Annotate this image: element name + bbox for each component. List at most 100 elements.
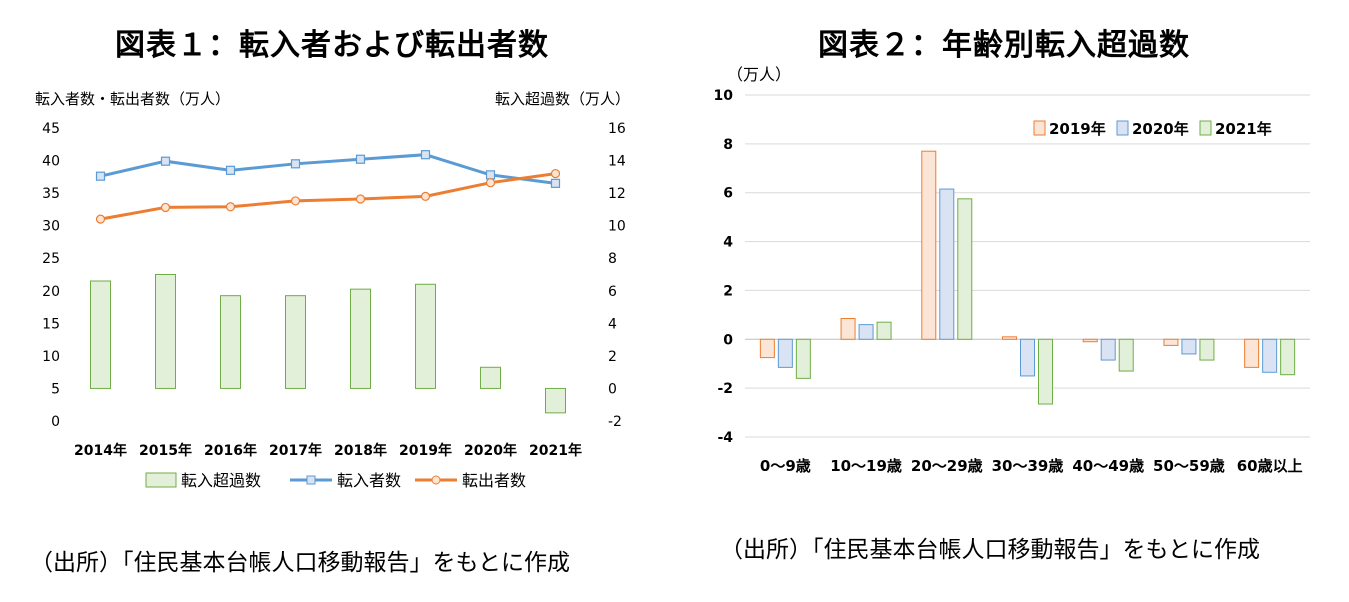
- chart1-left-tick-label: 15: [42, 316, 60, 332]
- chart2-bar-2019: [840, 318, 856, 340]
- chart1-point-in-migrants: [160, 156, 171, 166]
- chart2-bar-2020: [858, 324, 874, 340]
- chart1-category-label: 2015年: [139, 442, 192, 459]
- chart2-category-label: 50～59歳: [1153, 457, 1225, 475]
- chart1-point-in-migrants: [420, 150, 431, 160]
- chart1-point-in-migrants: [485, 170, 496, 180]
- chart2-tick-label: -2: [717, 381, 733, 397]
- chart2-source-note: （出所）「住民基本台帳人口移動報告」をもとに作成: [720, 537, 1261, 563]
- chart1-point-out-migrants: [420, 191, 431, 201]
- chart1-left-tick-label: 10: [42, 349, 60, 365]
- chart1-point-in-migrants: [95, 171, 106, 181]
- chart2-bar-2019: [1082, 338, 1098, 343]
- chart1-right-tick-label: 12: [608, 186, 626, 202]
- chart2-tick-label: 4: [723, 235, 733, 251]
- chart1-left-axis-title: 転入者数・転出者数（万人）: [35, 90, 230, 108]
- chart2-legend-label: 2021年: [1215, 120, 1272, 138]
- chart2-bar-2019: [1244, 338, 1260, 368]
- chart2-bar-2020: [1262, 338, 1278, 373]
- chart2-category-label: 40～49歳: [1072, 457, 1144, 475]
- chart2-tick-label: 0: [723, 332, 733, 348]
- chart2-bar-2019: [921, 150, 937, 340]
- chart2-bar-2020: [777, 338, 793, 368]
- chart1-category-label: 2017年: [269, 442, 322, 459]
- chart1-line-out-migrants: [100, 172, 556, 221]
- chart2-legend-swatch: [1033, 120, 1046, 136]
- chart2-category-label: 60歳以上: [1237, 457, 1303, 475]
- chart1-source-note: （出所）「住民基本台帳人口移動報告」をもとに作成: [30, 550, 571, 576]
- chart2-bar-2021: [1199, 338, 1215, 361]
- chart1-legend-marker-out-migrants: [431, 475, 441, 485]
- chart1-bar-net-inflow: [90, 280, 111, 389]
- chart2-bar-2019: [1163, 338, 1179, 346]
- chart1-category-label: 2014年: [74, 442, 127, 459]
- chart1-point-out-migrants: [550, 168, 561, 179]
- chart1-right-axis-title: 転入超過数（万人）: [495, 90, 630, 108]
- chart2-bar-2020: [1020, 338, 1035, 377]
- chart1-legend-marker-in-migrants: [306, 475, 316, 485]
- chart1-legend-label: 転入者数: [337, 471, 401, 490]
- chart2-legend-swatch: [1199, 120, 1212, 136]
- chart1-bar-net-inflow: [285, 295, 306, 389]
- chart1-right-tick-label: 6: [608, 284, 617, 300]
- chart1-category-label: 2016年: [204, 442, 257, 459]
- chart2-bar-2021: [957, 198, 973, 340]
- chart2-bar-2021: [1280, 338, 1296, 376]
- chart2-bar-2020: [1181, 338, 1197, 355]
- chart2-category-label: 20～29歳: [911, 457, 983, 475]
- chart1-category-label: 2019年: [399, 442, 452, 459]
- chart2-category-label: 10～19歳: [830, 457, 902, 475]
- chart1-right-tick-label: 16: [608, 121, 626, 137]
- chart2-tick-label: 6: [723, 186, 733, 202]
- chart1-right-tick-label: 0: [608, 381, 617, 397]
- chart2-tick-label: 10: [714, 88, 734, 104]
- chart1-legend-swatch-net-inflow: [145, 472, 177, 488]
- chart1-right-tick-label: 8: [608, 251, 617, 267]
- chart1-left-tick-label: 0: [51, 414, 60, 430]
- chart2-category-label: 30～39歳: [992, 457, 1064, 475]
- chart1-right-tick-label: -2: [608, 414, 622, 430]
- chart1-left-tick-label: 30: [42, 219, 60, 235]
- chart2-bar-2021: [795, 338, 811, 379]
- chart1-bar-net-inflow: [415, 283, 436, 389]
- chart2-tick-label: -4: [717, 430, 733, 446]
- chart1-bar-net-inflow: [480, 366, 501, 389]
- chart2-bar-2021: [876, 321, 892, 340]
- chart1-point-in-migrants: [290, 159, 301, 169]
- chart2-bar-2021: [1038, 338, 1053, 405]
- chart1-right-tick-label: 10: [608, 219, 626, 235]
- chart1-point-in-migrants: [355, 154, 366, 164]
- chart1-left-tick-label: 45: [42, 121, 60, 137]
- chart1-category-label: 2020年: [464, 442, 517, 459]
- chart1-right-tick-label: 4: [608, 316, 617, 332]
- chart1-bar-net-inflow: [545, 387, 566, 414]
- chart2-legend-label: 2019年: [1049, 120, 1106, 138]
- chart2-bar-2019: [1002, 336, 1017, 340]
- chart2-tick-label: 8: [723, 137, 733, 153]
- chart1-left-tick-label: 5: [51, 381, 60, 397]
- chart2-bar-2020: [939, 188, 955, 340]
- chart1-line-in-migrants: [100, 153, 556, 185]
- chart1-title: 図表１：転入者および転出者数: [115, 28, 549, 63]
- chart2-legend-label: 2020年: [1132, 120, 1189, 138]
- chart2-title: 図表２：年齢別転入超過数: [818, 28, 1190, 63]
- chart1-point-in-migrants: [550, 178, 561, 188]
- chart1-point-out-migrants: [95, 214, 106, 224]
- chart1-legend-label: 転入超過数: [181, 471, 261, 490]
- chart1-right-tick-label: 14: [608, 154, 626, 170]
- chart1-point-out-migrants: [290, 196, 301, 206]
- chart1-right-tick-label: 2: [608, 349, 617, 365]
- chart1-bar-net-inflow: [350, 288, 371, 389]
- chart2-tick-label: 2: [723, 283, 733, 299]
- chart2-legend-swatch: [1116, 120, 1129, 136]
- chart1-bar-net-inflow: [220, 295, 241, 389]
- chart1-category-label: 2021年: [529, 442, 582, 459]
- chart1-bar-net-inflow: [155, 274, 176, 389]
- chart2-bar-2020: [1100, 338, 1116, 361]
- chart2-category-label: 0～9歳: [760, 457, 811, 475]
- chart1-left-tick-label: 40: [42, 154, 60, 170]
- chart1-left-tick-label: 25: [42, 251, 60, 267]
- chart2-bar-2019: [759, 338, 775, 359]
- chart1-point-out-migrants: [225, 202, 236, 212]
